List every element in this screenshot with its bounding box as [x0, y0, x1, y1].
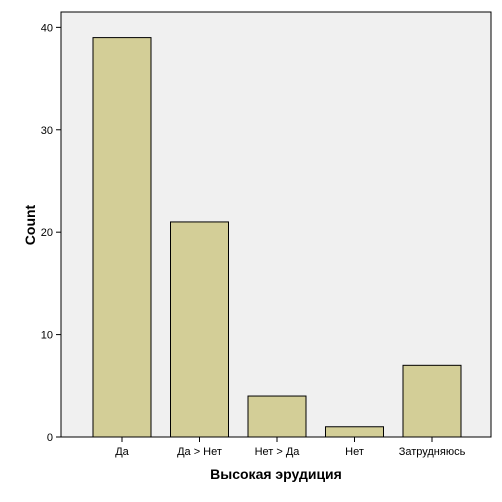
y-axis: 0 10 20 30 40	[41, 22, 61, 444]
bar	[325, 426, 384, 438]
y-tick-label: 0	[47, 432, 53, 444]
x-tick-label: Нет	[345, 446, 364, 458]
y-tick-label: 20	[41, 227, 53, 239]
y-tick-label: 30	[41, 125, 53, 137]
x-axis: Да Да > Нет Нет > Да Нет Затрудняюсь	[115, 437, 466, 458]
bar	[247, 395, 307, 438]
y-tick-label: 10	[41, 330, 53, 342]
x-tick-label: Нет > Да	[255, 446, 301, 458]
y-axis-title: Count	[22, 204, 38, 245]
bar	[92, 37, 152, 438]
x-tick-label: Да > Нет	[177, 446, 222, 458]
bar	[170, 221, 229, 438]
x-tick-label: Затрудняюсь	[399, 446, 466, 458]
bars	[92, 37, 462, 438]
x-axis-title: Высокая эрудиция	[210, 466, 342, 482]
y-tick-label: 40	[41, 22, 53, 34]
x-tick-label: Да	[115, 446, 129, 458]
bar	[402, 364, 462, 438]
